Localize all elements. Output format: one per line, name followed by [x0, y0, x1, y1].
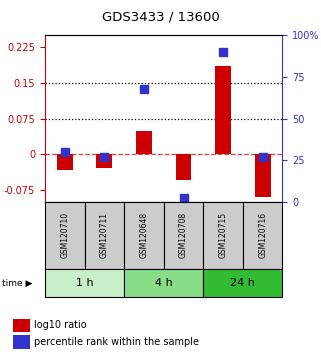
- FancyBboxPatch shape: [203, 202, 243, 269]
- Bar: [176, 154, 191, 181]
- Text: percentile rank within the sample: percentile rank within the sample: [34, 337, 199, 347]
- Bar: [13, 335, 30, 349]
- Bar: [13, 319, 30, 332]
- Point: [141, 86, 146, 91]
- Bar: [215, 66, 231, 154]
- Bar: [136, 131, 152, 154]
- Text: GSM120716: GSM120716: [258, 212, 267, 258]
- Text: GSM120648: GSM120648: [139, 212, 148, 258]
- FancyBboxPatch shape: [203, 269, 282, 297]
- Point: [260, 154, 265, 160]
- Point: [221, 49, 226, 55]
- FancyBboxPatch shape: [243, 202, 282, 269]
- Point: [62, 149, 67, 155]
- Bar: [57, 154, 73, 170]
- Point: [102, 154, 107, 160]
- Text: GSM120708: GSM120708: [179, 212, 188, 258]
- FancyBboxPatch shape: [124, 202, 164, 269]
- Point: [181, 196, 186, 201]
- FancyBboxPatch shape: [164, 202, 203, 269]
- Text: 24 h: 24 h: [230, 278, 255, 288]
- FancyBboxPatch shape: [84, 202, 124, 269]
- Text: 1 h: 1 h: [76, 278, 93, 288]
- FancyBboxPatch shape: [45, 202, 84, 269]
- FancyBboxPatch shape: [124, 269, 203, 297]
- Text: GSM120715: GSM120715: [219, 212, 228, 258]
- Text: GSM120711: GSM120711: [100, 212, 109, 258]
- Text: GSM120710: GSM120710: [60, 212, 69, 258]
- Text: GDS3433 / 13600: GDS3433 / 13600: [102, 11, 219, 24]
- FancyBboxPatch shape: [45, 269, 124, 297]
- Bar: [255, 154, 271, 197]
- Text: time ▶: time ▶: [2, 279, 32, 288]
- Text: 4 h: 4 h: [155, 278, 173, 288]
- Bar: [96, 154, 112, 167]
- Text: log10 ratio: log10 ratio: [34, 320, 87, 330]
